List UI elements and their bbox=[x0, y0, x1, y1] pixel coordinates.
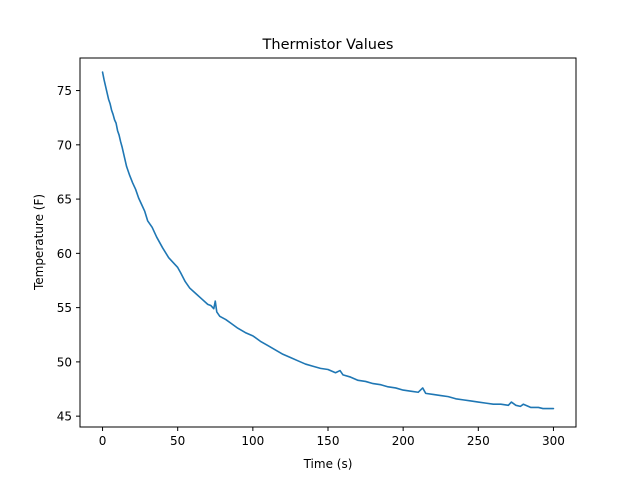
x-tick-label: 300 bbox=[542, 434, 565, 448]
y-axis-ticks: 45 50 55 60 65 70 75 bbox=[57, 84, 80, 424]
y-tick-label: 60 bbox=[57, 247, 72, 261]
axes-frame bbox=[79, 57, 577, 428]
x-axis-label: Time (s) bbox=[303, 457, 353, 471]
x-tick-label: 250 bbox=[467, 434, 490, 448]
series-line bbox=[101, 71, 555, 410]
chart-title: Thermistor Values bbox=[262, 37, 394, 53]
y-tick-label: 65 bbox=[57, 193, 72, 207]
y-tick-label: 50 bbox=[57, 355, 72, 369]
x-tick-label: 200 bbox=[392, 434, 415, 448]
plot-area bbox=[101, 71, 555, 410]
x-tick-label: 150 bbox=[317, 434, 340, 448]
y-axis-label: Temperature (F) bbox=[32, 194, 46, 291]
x-axis-ticks: 0 50 100 150 200 250 300 bbox=[99, 427, 565, 448]
x-tick-label: 100 bbox=[241, 434, 264, 448]
y-tick-label: 70 bbox=[57, 138, 72, 152]
y-tick-label: 45 bbox=[57, 410, 72, 424]
y-tick-label: 55 bbox=[57, 301, 72, 315]
x-tick-label: 50 bbox=[170, 434, 185, 448]
x-tick-label: 0 bbox=[99, 434, 107, 448]
y-tick-label: 75 bbox=[57, 84, 72, 98]
